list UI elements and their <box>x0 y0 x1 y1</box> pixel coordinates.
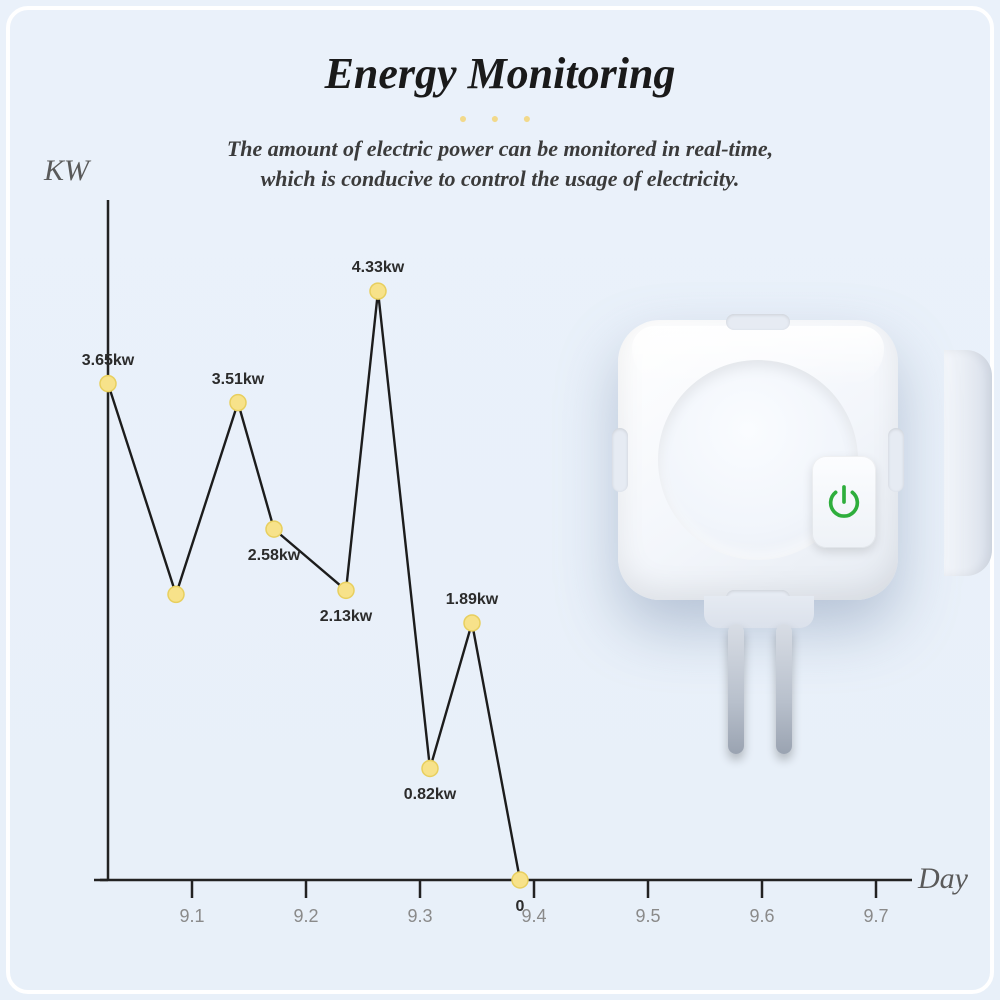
data-point <box>512 872 528 888</box>
power-button <box>812 456 876 548</box>
data-point-label: 0 <box>516 898 525 916</box>
plug-side <box>944 350 992 576</box>
x-tick-label: 9.2 <box>293 906 318 927</box>
data-point <box>168 586 184 602</box>
smart-plug-illustration <box>618 320 948 740</box>
x-tick-label: 9.3 <box>407 906 432 927</box>
x-tick-label: 9.7 <box>863 906 888 927</box>
data-point <box>370 283 386 299</box>
data-point-label: 2.58kw <box>248 547 300 565</box>
plug-body <box>618 320 898 600</box>
plug-prong <box>728 624 744 754</box>
data-point <box>422 760 438 776</box>
data-point <box>230 395 246 411</box>
data-point <box>266 521 282 537</box>
x-tick-label: 9.4 <box>521 906 546 927</box>
data-point-label: 3.51kw <box>212 371 264 389</box>
infographic-canvas: Energy Monitoring ● ● ● The amount of el… <box>0 0 1000 1000</box>
data-point-label: 0.82kw <box>404 786 456 804</box>
data-point <box>464 615 480 631</box>
data-point-label: 3.65kw <box>82 352 134 370</box>
data-point-label: 4.33kw <box>352 259 404 277</box>
x-tick-label: 9.5 <box>635 906 660 927</box>
data-point-label: 1.89kw <box>446 591 498 609</box>
data-point <box>100 376 116 392</box>
plug-prong <box>776 624 792 754</box>
plug-base <box>704 596 814 628</box>
data-point <box>338 582 354 598</box>
data-point-label: 2.13kw <box>320 608 372 626</box>
x-tick-label: 9.6 <box>749 906 774 927</box>
power-icon <box>824 482 864 522</box>
x-tick-label: 9.1 <box>179 906 204 927</box>
